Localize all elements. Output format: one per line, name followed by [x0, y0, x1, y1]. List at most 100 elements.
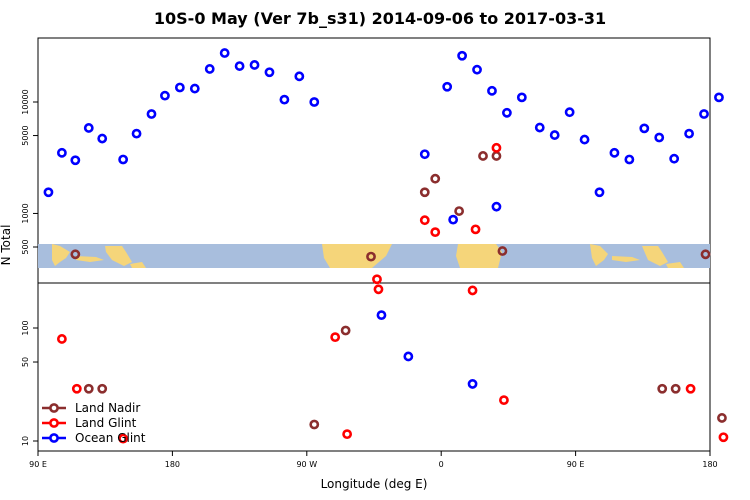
x-tick-label: 180 [165, 460, 180, 469]
data-point-ocean-glint [70, 155, 81, 166]
data-point-ocean-glint [491, 201, 502, 212]
x-tick-label: 180 [702, 460, 717, 469]
legend-marker [49, 403, 59, 413]
data-point-land-nadir [491, 151, 502, 161]
data-point-land-glint [685, 383, 696, 394]
data-point-ocean-glint [442, 81, 453, 92]
data-point-land-nadir [83, 383, 94, 394]
x-tick-label: 90 W [296, 460, 317, 469]
data-point-land-glint [342, 429, 353, 440]
data-point-land-nadir [70, 249, 81, 260]
data-point-ocean-glint [146, 109, 157, 119]
legend-label: Land Glint [75, 416, 137, 430]
data-point-land-glint [470, 224, 481, 235]
x-tick-label: 90 E [29, 460, 47, 469]
upper-y-tick-label: 1000 [21, 203, 30, 223]
data-point-land-glint [330, 332, 341, 343]
data-point-ocean-glint [264, 67, 275, 78]
data-point-ocean-glint [564, 107, 575, 118]
lower-panel: 10 50 100 [21, 274, 729, 452]
data-point-land-nadir [657, 383, 668, 394]
data-point-ocean-glint [160, 90, 170, 101]
data-point-ocean-glint [487, 85, 497, 96]
map-land-americas [322, 244, 392, 268]
data-point-land-nadir [309, 419, 320, 430]
lower-y-axis: 10 50 100 [21, 320, 38, 446]
legend-label: Ocean Glint [75, 431, 146, 445]
x-tick-label: 0 [439, 460, 444, 469]
legend-label: Land Nadir [75, 401, 140, 415]
data-point-land-nadir [366, 251, 376, 262]
data-point-ocean-glint [669, 153, 680, 164]
data-point-land-nadir [97, 383, 108, 394]
upper-y-tick-label: 500 [21, 239, 30, 254]
data-point-ocean-glint [249, 60, 260, 70]
data-point-ocean-glint [624, 154, 635, 165]
data-point-land-nadir [700, 249, 711, 260]
legend-marker [49, 418, 59, 428]
data-point-land-glint [372, 274, 382, 285]
data-point-land-glint [56, 334, 67, 344]
data-point-ocean-glint [118, 154, 129, 165]
chart-title: 10S-0 May (Ver 7b_s31) 2014-09-06 to 201… [154, 9, 606, 28]
x-axis-label: Longitude (deg E) [321, 477, 428, 491]
world-map-strip [38, 244, 710, 268]
data-point-ocean-glint [457, 50, 468, 61]
upper-panel: 500 1000 5000 10000 [21, 37, 724, 284]
upper-points [43, 48, 724, 262]
lower-panel-frame [37, 282, 711, 452]
data-point-ocean-glint [549, 130, 560, 140]
data-point-ocean-glint [403, 351, 414, 362]
upper-y-axis: 500 1000 5000 10000 [21, 89, 38, 255]
data-point-ocean-glint [472, 64, 482, 75]
data-point-ocean-glint [294, 71, 305, 82]
data-point-ocean-glint [419, 149, 430, 160]
map-land-africa [456, 244, 502, 268]
legend-marker [49, 433, 59, 443]
data-point-ocean-glint [609, 147, 620, 158]
data-point-ocean-glint [654, 132, 665, 143]
data-point-land-nadir [478, 151, 488, 161]
data-point-land-nadir [497, 246, 508, 256]
x-tick-label: 90 E [567, 460, 585, 469]
data-point-ocean-glint [639, 123, 650, 134]
lower-y-tick-label: 100 [21, 320, 30, 335]
lower-y-tick-label: 10 [21, 436, 30, 446]
data-point-land-nadir [717, 413, 727, 423]
data-point-ocean-glint [516, 92, 527, 103]
upper-y-tick-label: 5000 [21, 125, 30, 145]
data-point-ocean-glint [448, 214, 459, 225]
data-point-ocean-glint [534, 122, 545, 133]
data-point-ocean-glint [594, 187, 605, 198]
lower-y-tick-label: 50 [21, 357, 30, 367]
data-point-ocean-glint [204, 64, 215, 74]
data-point-land-nadir [454, 206, 465, 216]
data-point-ocean-glint [502, 107, 512, 118]
data-point-land-glint [419, 215, 430, 226]
data-point-land-glint [118, 433, 129, 444]
data-point-ocean-glint [56, 147, 67, 158]
data-point-ocean-glint [174, 82, 185, 93]
data-point-land-nadir [340, 325, 351, 336]
data-point-land-nadir [670, 383, 681, 394]
lower-points [56, 274, 729, 444]
data-point-land-glint [71, 383, 82, 394]
data-point-ocean-glint [309, 97, 320, 107]
data-point-ocean-glint [714, 92, 724, 103]
data-point-ocean-glint [219, 48, 230, 58]
upper-y-tick-label: 10000 [21, 89, 30, 114]
data-point-ocean-glint [189, 83, 200, 94]
x-axis: 90 E 180 90 W 0 90 E 180 [29, 451, 718, 469]
data-point-ocean-glint [131, 128, 142, 139]
data-point-land-glint [499, 395, 509, 406]
data-point-ocean-glint [43, 187, 54, 198]
map-land-maritime-2 [590, 244, 684, 268]
y-axis-label: N Total [0, 225, 13, 266]
data-point-ocean-glint [376, 310, 387, 321]
data-point-ocean-glint [97, 133, 108, 144]
data-point-land-glint [430, 227, 441, 238]
map-land-maritime [52, 244, 146, 268]
data-point-land-glint [491, 142, 502, 153]
